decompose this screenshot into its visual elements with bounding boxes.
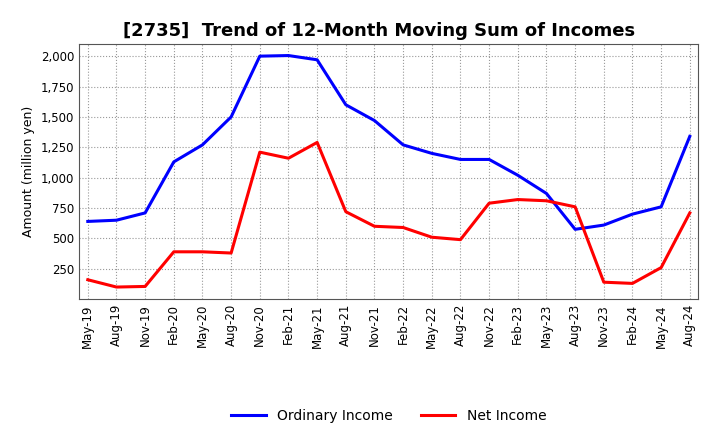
Net Income bbox=[370, 224, 379, 229]
Ordinary Income bbox=[284, 53, 293, 58]
Net Income bbox=[312, 140, 321, 145]
Ordinary Income bbox=[341, 102, 350, 107]
Net Income bbox=[600, 279, 608, 285]
Ordinary Income bbox=[657, 204, 665, 209]
Ordinary Income bbox=[485, 157, 493, 162]
Ordinary Income bbox=[84, 219, 92, 224]
Net Income bbox=[571, 204, 580, 209]
Ordinary Income bbox=[227, 114, 235, 120]
Net Income bbox=[341, 209, 350, 214]
Ordinary Income bbox=[628, 212, 636, 217]
Ordinary Income bbox=[685, 134, 694, 139]
Ordinary Income bbox=[428, 151, 436, 156]
Net Income bbox=[198, 249, 207, 254]
Net Income bbox=[657, 265, 665, 270]
Net Income bbox=[399, 225, 408, 230]
Net Income bbox=[628, 281, 636, 286]
Net Income bbox=[428, 235, 436, 240]
Net Income bbox=[84, 277, 92, 282]
Ordinary Income bbox=[256, 54, 264, 59]
Line: Ordinary Income: Ordinary Income bbox=[88, 55, 690, 229]
Ordinary Income bbox=[542, 191, 551, 196]
Ordinary Income bbox=[399, 142, 408, 147]
Net Income bbox=[485, 201, 493, 206]
Ordinary Income bbox=[571, 227, 580, 232]
Line: Net Income: Net Income bbox=[88, 143, 690, 287]
Net Income bbox=[141, 284, 150, 289]
Ordinary Income bbox=[600, 223, 608, 228]
Ordinary Income bbox=[370, 118, 379, 123]
Net Income bbox=[513, 197, 522, 202]
Net Income bbox=[169, 249, 178, 254]
Y-axis label: Amount (million yen): Amount (million yen) bbox=[22, 106, 35, 237]
Net Income bbox=[112, 284, 121, 290]
Net Income bbox=[284, 156, 293, 161]
Net Income bbox=[456, 237, 465, 242]
Ordinary Income bbox=[312, 57, 321, 62]
Net Income bbox=[542, 198, 551, 203]
Ordinary Income bbox=[112, 217, 121, 223]
Net Income bbox=[227, 250, 235, 256]
Legend: Ordinary Income, Net Income: Ordinary Income, Net Income bbox=[226, 403, 552, 428]
Ordinary Income bbox=[169, 159, 178, 165]
Text: [2735]  Trend of 12-Month Moving Sum of Incomes: [2735] Trend of 12-Month Moving Sum of I… bbox=[122, 22, 634, 40]
Ordinary Income bbox=[513, 172, 522, 178]
Ordinary Income bbox=[456, 157, 465, 162]
Net Income bbox=[685, 210, 694, 216]
Ordinary Income bbox=[198, 142, 207, 147]
Net Income bbox=[256, 150, 264, 155]
Ordinary Income bbox=[141, 210, 150, 216]
